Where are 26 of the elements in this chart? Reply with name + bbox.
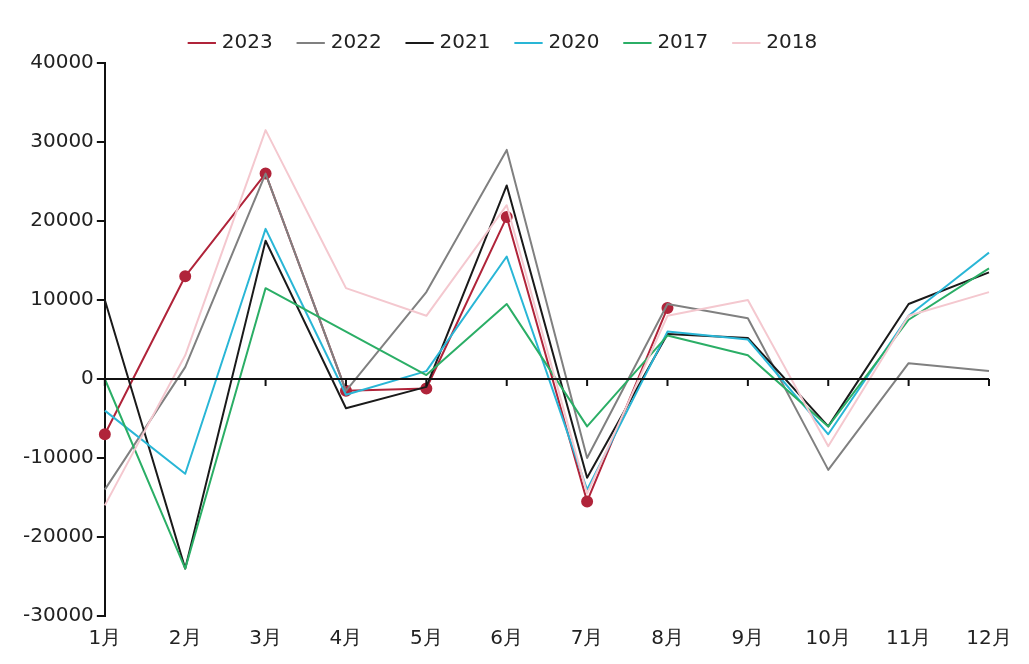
x-tick-label: 2月 bbox=[168, 625, 202, 650]
x-tick-label: 5月 bbox=[409, 625, 443, 650]
legend-label: 2023 bbox=[221, 29, 273, 54]
y-tick-label: 40000 bbox=[30, 49, 94, 74]
y-tick-label: -20000 bbox=[23, 523, 94, 548]
legend-label: 2017 bbox=[657, 29, 709, 54]
x-tick-label: 3月 bbox=[249, 625, 282, 650]
legend-label: 2022 bbox=[330, 29, 382, 54]
y-tick-label: 0 bbox=[81, 365, 94, 390]
x-tick-label: 12月 bbox=[966, 625, 1012, 650]
y-tick-label: 30000 bbox=[30, 128, 94, 153]
x-tick-label: 7月 bbox=[570, 625, 604, 650]
x-tick-label: 6月 bbox=[490, 625, 524, 650]
x-tick-label: 4月 bbox=[329, 625, 363, 650]
y-tick-label: -30000 bbox=[23, 602, 94, 627]
legend-label: 2018 bbox=[766, 29, 818, 54]
y-tick-label: 10000 bbox=[30, 286, 94, 311]
legend-label: 2021 bbox=[439, 29, 491, 54]
legend-label: 2020 bbox=[548, 29, 600, 54]
x-tick-label: 1月 bbox=[88, 625, 122, 650]
y-tick-label: -10000 bbox=[23, 444, 94, 469]
x-tick-label: 10月 bbox=[805, 625, 851, 650]
x-tick-label: 8月 bbox=[651, 625, 684, 650]
x-tick-label: 9月 bbox=[731, 625, 765, 650]
y-tick-label: 20000 bbox=[30, 207, 94, 232]
x-tick-label: 11月 bbox=[885, 625, 932, 650]
